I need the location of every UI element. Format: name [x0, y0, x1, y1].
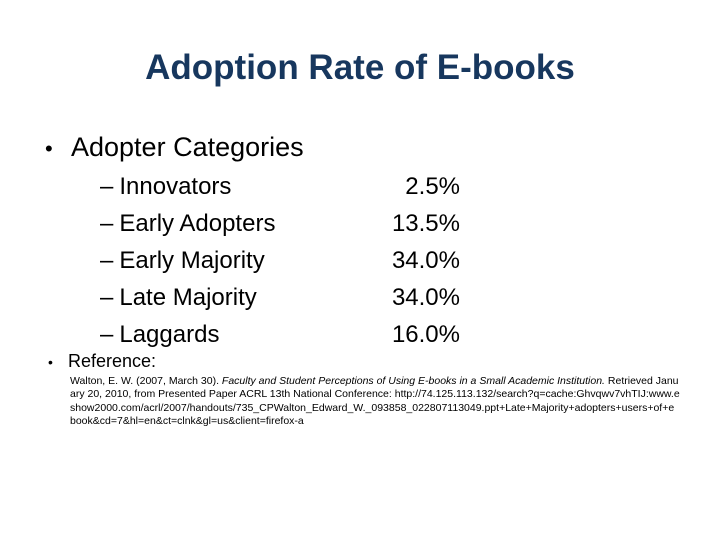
bullet-icon: •: [48, 354, 53, 370]
reference-retrieved: Retrieved January 20, 2010, from Present…: [70, 375, 679, 401]
main-bullet-label: Adopter Categories: [71, 132, 304, 162]
reference-url: http://74.125.113.132/search?q=cache:Ghv…: [70, 388, 680, 428]
category-value: 34.0%: [391, 284, 460, 311]
reference-citation: Walton, E. W. (2007, March 30). Faculty …: [70, 375, 680, 429]
bullet-icon: •: [45, 136, 53, 161]
list-item: – Early Adopters 13.5%: [100, 205, 460, 242]
reference-title: Faculty and Student Perceptions of Using…: [221, 375, 605, 387]
dash-icon: –: [100, 247, 114, 274]
category-label: Late Majority: [119, 284, 257, 311]
slide-title: Adoption Rate of E-books: [145, 48, 575, 87]
category-value: 34.0%: [391, 247, 460, 274]
list-item: – Laggards 16.0%: [100, 316, 460, 353]
category-label: Early Adopters: [119, 210, 276, 237]
dash-icon: –: [100, 173, 114, 200]
reference-authors: Walton, E. W. (2007, March 30).: [70, 375, 222, 387]
dash-icon: –: [100, 284, 114, 311]
category-value: 13.5%: [391, 210, 460, 237]
category-value: 16.0%: [391, 321, 460, 348]
dash-icon: –: [100, 210, 114, 237]
category-label: Laggards: [119, 321, 220, 348]
reference-bullet: • Reference:: [48, 350, 156, 373]
reference-label: Reference:: [68, 351, 157, 371]
list-item: – Early Majority 34.0%: [100, 242, 460, 279]
list-item: – Innovators 2.5%: [100, 168, 460, 205]
main-bullet: • Adopter Categories: [45, 130, 304, 166]
list-item: – Late Majority 34.0%: [100, 279, 460, 316]
category-label: Innovators: [119, 173, 232, 200]
adopter-category-list: – Innovators 2.5% – Early Adopters 13.5% –…: [100, 168, 460, 353]
dash-icon: –: [100, 321, 114, 348]
category-label: Early Majority: [119, 247, 265, 274]
category-value: 2.5%: [405, 173, 460, 200]
